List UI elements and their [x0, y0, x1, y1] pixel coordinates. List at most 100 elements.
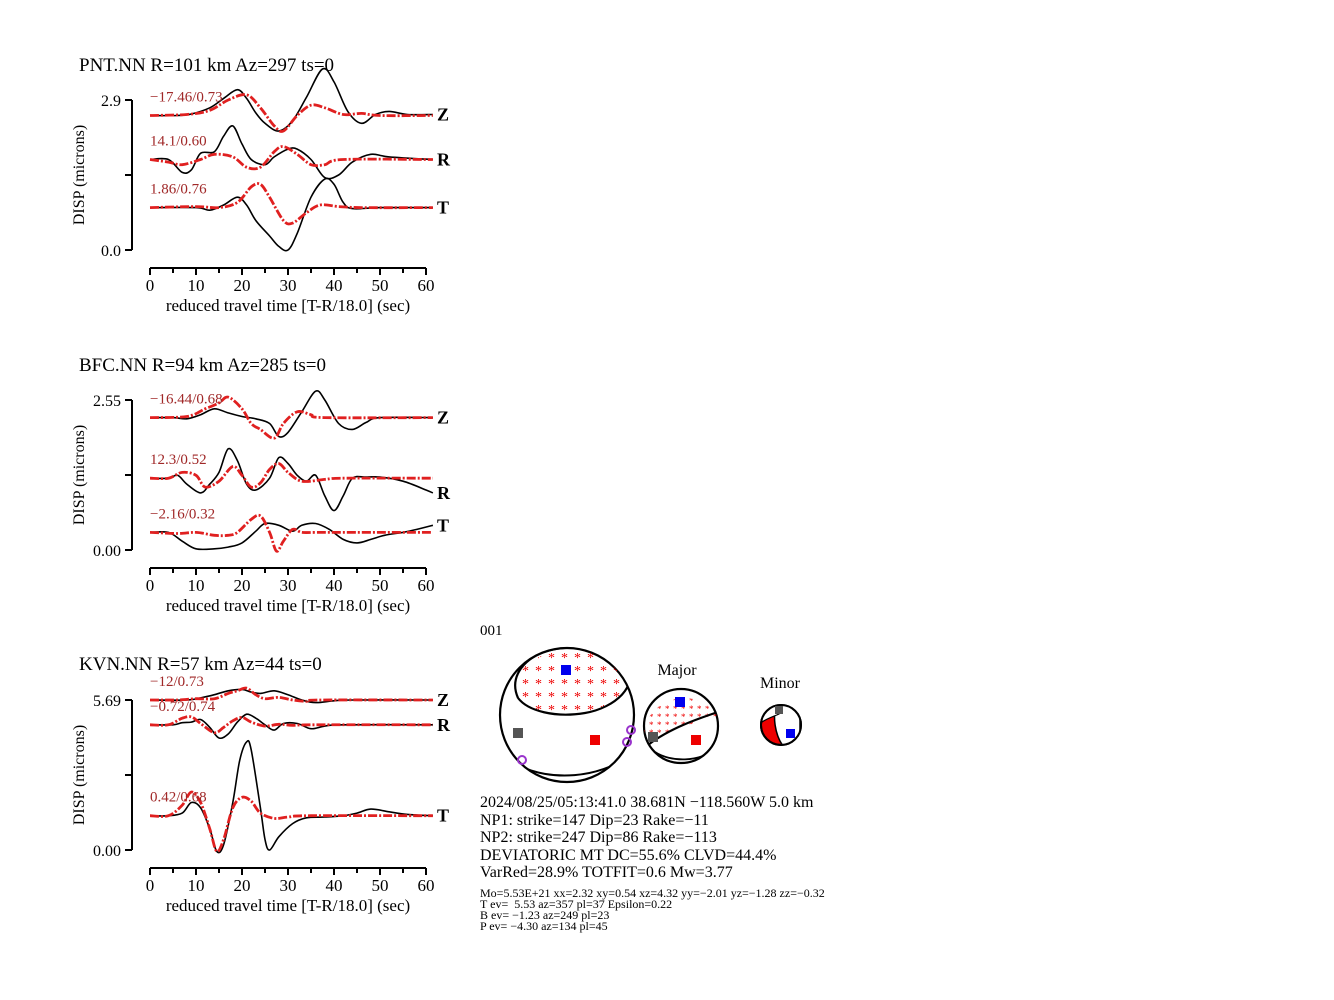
x-tick-label: 50 — [372, 876, 389, 895]
synthetic-trace-z — [149, 686, 433, 703]
t-axis-line: T ev= 5.53 az=357 pl=37 Epsilon=0.22 — [480, 896, 673, 911]
component-label: Z — [437, 104, 449, 124]
y-tick-label-top: 5.69 — [93, 693, 121, 710]
beachball-minor: Minor — [760, 675, 802, 746]
y-axis-label: DISP (microns) — [71, 425, 88, 525]
origin-line: 2024/08/25/05:13:41.0 38.681N −118.560W … — [480, 794, 814, 811]
y-tick-label-bottom: 0.0 — [101, 243, 121, 260]
station-marker — [517, 755, 527, 765]
y-tick-label-top: 2.55 — [93, 393, 121, 410]
panel-kvn: KVN.NN R=57 km Az=44 ts=0 DISP (microns)… — [71, 654, 451, 915]
fit-label: 1.86/0.76 — [150, 182, 207, 198]
component-label: T — [437, 806, 449, 826]
fit-label: 0.42/0.68 — [150, 790, 207, 806]
x-axis-label: reduced travel time [T-R/18.0] (sec) — [166, 296, 410, 315]
observed-trace-r — [149, 713, 433, 740]
panel-pnt: PNT.NN R=101 km Az=297 ts=0 DISP (micron… — [71, 55, 451, 315]
component-label: R — [437, 149, 451, 169]
station-marker — [622, 737, 632, 747]
x-axis-label: reduced travel time [T-R/18.0] (sec) — [166, 596, 410, 615]
t-axis-marker — [675, 697, 685, 707]
fit-label: −2.16/0.32 — [150, 506, 215, 522]
component-label: R — [437, 715, 451, 735]
observed-trace-t — [149, 522, 434, 551]
np2-line: NP2: strike=247 Dip=86 Rake=−113 — [480, 829, 717, 846]
x-tick-label: 50 — [372, 276, 389, 295]
tensor-details: Mo=5.53E+21 xx=2.32 xy=0.54 xz=4.32 yy=−… — [480, 885, 1080, 933]
x-tick-label: 0 — [146, 276, 155, 295]
p-axis-marker — [691, 735, 701, 745]
traces: Z −16.44/0.68 R 12.3/0.52 T −2.16/0.32 — [149, 389, 451, 553]
fit-label: −17.46/0.73 — [150, 90, 223, 106]
x-axis-label: reduced travel time [T-R/18.0] (sec) — [166, 896, 410, 915]
solution-info: 2024/08/25/05:13:41.0 38.681N −118.560W … — [480, 794, 1080, 932]
synthetic-trace-r — [149, 145, 433, 171]
x-tick-label: 30 — [280, 576, 297, 595]
component-label: T — [437, 515, 449, 535]
panel-title: BFC.NN R=94 km Az=285 ts=0 — [79, 355, 326, 376]
x-tick-label: 60 — [418, 876, 435, 895]
y-tick-label-top: 2.9 — [101, 93, 121, 110]
x-tick-label: 20 — [234, 876, 251, 895]
traces: Z −17.46/0.73 R 14.1/0.60 T 1.86/0.76 — [149, 67, 451, 252]
p-axis-line: P ev= −4.30 az=134 pl=45 — [480, 918, 608, 933]
fit-label: −16.44/0.68 — [150, 392, 223, 408]
synthetic-trace-t — [149, 790, 433, 854]
compressional-lobe — [644, 697, 718, 740]
null-axis-marker — [775, 706, 783, 714]
event-id: 001 — [480, 623, 503, 639]
x-tick-label: 10 — [188, 576, 205, 595]
beachball-major: Major — [642, 662, 720, 765]
np1-line: NP1: strike=147 Dip=23 Rake=−11 — [480, 811, 709, 829]
x-tick-label: 60 — [418, 576, 435, 595]
x-tick-label: 10 — [188, 276, 205, 295]
mt-line: DEVIATORIC MT DC=55.6% CLVD=44.4% — [480, 846, 777, 864]
y-tick-label-bottom: 0.00 — [93, 543, 121, 560]
t-axis-marker — [561, 665, 571, 675]
compressional-lobe — [518, 648, 629, 715]
component-label: R — [437, 483, 451, 503]
x-tick-label: 40 — [326, 576, 343, 595]
x-axis: 0 10 20 30 40 50 60 — [146, 867, 435, 895]
observed-trace-t — [149, 177, 433, 252]
traces: Z −12/0.73 R −0.72/0.74 T 0.42/0.68 — [149, 674, 451, 854]
panel-title: KVN.NN R=57 km Az=44 ts=0 — [79, 654, 322, 675]
synthetic-trace-r — [149, 462, 433, 489]
b-axis-line: B ev= −1.23 az=249 pl=23 — [480, 907, 610, 922]
y-axis-label: DISP (microns) — [71, 725, 88, 825]
major-label: Major — [657, 662, 697, 679]
y-tick-label-bottom: 0.00 — [93, 843, 121, 860]
x-tick-label: 30 — [280, 276, 297, 295]
y-axis-label: DISP (microns) — [71, 125, 88, 225]
x-tick-label: 30 — [280, 876, 297, 895]
null-axis-marker — [513, 728, 523, 738]
component-label: T — [437, 198, 449, 218]
x-tick-label: 60 — [418, 276, 435, 295]
component-label: Z — [437, 690, 449, 710]
synthetic-trace-z — [149, 395, 433, 440]
p-axis-marker — [590, 735, 600, 745]
focal-sphere-outline — [760, 704, 802, 746]
station-marker — [626, 725, 636, 735]
observed-trace-z — [149, 389, 433, 438]
x-tick-label: 0 — [146, 576, 155, 595]
fit-label: −12/0.73 — [150, 674, 204, 690]
synthetic-trace-t — [149, 182, 433, 226]
x-tick-label: 40 — [326, 876, 343, 895]
x-tick-label: 20 — [234, 276, 251, 295]
fit-label: 12.3/0.52 — [150, 452, 207, 468]
x-tick-label: 50 — [372, 576, 389, 595]
component-label: Z — [437, 408, 449, 428]
x-axis: 0 10 20 30 40 50 60 — [146, 267, 435, 295]
synthetic-trace-r — [149, 715, 433, 735]
observed-trace-t — [149, 739, 433, 854]
moment-line: Mo=5.53E+21 xx=2.32 xy=0.54 xz=4.32 yy=−… — [480, 885, 825, 900]
null-axis-marker — [648, 732, 658, 742]
t-axis-marker — [786, 729, 795, 738]
minor-label: Minor — [760, 675, 801, 692]
x-tick-label: 0 — [146, 876, 155, 895]
fit-line: VarRed=28.9% TOTFIT=0.6 Mw=3.77 — [480, 864, 733, 881]
fit-label: −0.72/0.74 — [150, 699, 216, 715]
beachball-full: * * — [498, 646, 636, 784]
